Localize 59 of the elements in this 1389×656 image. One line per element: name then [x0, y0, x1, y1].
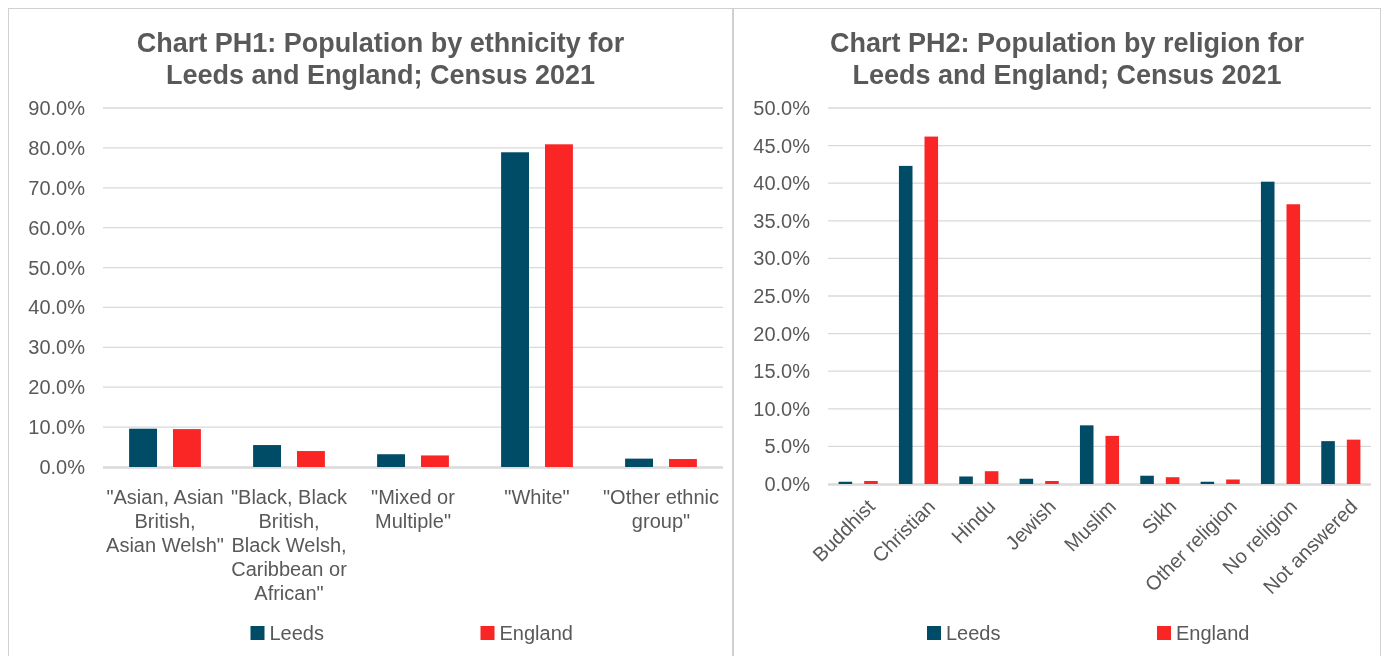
bar: [1140, 475, 1154, 484]
bar: [501, 152, 529, 467]
legend-label: Leeds: [946, 622, 1001, 644]
bar: [898, 165, 913, 484]
bar: [1226, 479, 1240, 484]
bar: [625, 458, 653, 467]
y-tick-label: 0.0%: [764, 473, 811, 495]
y-tick-label: 90.0%: [28, 97, 86, 119]
bar: [984, 471, 999, 484]
y-tick-label: 70.0%: [28, 176, 86, 199]
bar: [1019, 478, 1034, 484]
y-tick-label: 40.0%: [753, 172, 811, 195]
bar: [924, 136, 939, 484]
bar: [864, 480, 878, 484]
y-tick-label: 30.0%: [753, 247, 811, 270]
bar: [1165, 477, 1180, 484]
bar: [959, 476, 973, 484]
y-tick-label: 20.0%: [28, 376, 86, 399]
bar: [173, 429, 201, 467]
y-tick-label: 50.0%: [28, 256, 86, 279]
bar: [1260, 181, 1275, 484]
y-tick-label: 15.0%: [753, 360, 811, 383]
bar: [1045, 480, 1059, 484]
legend-label: England: [499, 622, 573, 644]
bar: [1346, 439, 1361, 484]
bar: [1105, 435, 1120, 484]
bar: [1286, 204, 1301, 484]
y-tick-label: 80.0%: [28, 136, 86, 159]
y-tick-label: 50.0%: [753, 97, 811, 119]
bar: [297, 451, 325, 467]
chart-title: Chart PH1: Population by ethnicity for Leeds and England; Census 2021: [136, 28, 625, 90]
legend-label: England: [1176, 622, 1250, 644]
bar: [421, 455, 449, 467]
bar: [253, 445, 281, 467]
y-tick-label: 60.0%: [28, 216, 86, 239]
y-tick-label: 20.0%: [753, 322, 811, 345]
y-tick-label: 30.0%: [28, 336, 86, 359]
bar: [669, 459, 697, 467]
x-tick-label: "White": [504, 486, 570, 508]
x-tick-label: "Other ethnic group": [602, 486, 720, 532]
bar: [545, 144, 573, 467]
bar: [1321, 441, 1335, 484]
y-tick-label: 10.0%: [753, 397, 811, 420]
y-tick-label: 10.0%: [28, 416, 86, 439]
legend-label: Leeds: [269, 622, 324, 644]
bar: [129, 428, 157, 467]
x-tick-label: Sikh: [1137, 495, 1181, 539]
x-tick-label: "Black, Black British, Black Welsh, Caribbean or African": [230, 486, 349, 604]
x-tick-label: "Asian, Asian British, Asian Welsh": [106, 486, 224, 556]
y-tick-label: 35.0%: [753, 209, 811, 232]
y-tick-label: 45.0%: [753, 134, 811, 157]
y-tick-label: 0.0%: [39, 456, 86, 478]
y-tick-label: 40.0%: [28, 296, 86, 319]
x-tick-label: "Mixed or Multiple": [371, 486, 456, 532]
y-tick-label: 25.0%: [753, 285, 811, 307]
y-tick-label: 5.0%: [764, 435, 811, 458]
bar: [377, 454, 405, 467]
chart-title: Chart PH2: Population by religion for Leeds and England; Census 2021: [829, 28, 1305, 90]
bar: [1079, 425, 1094, 484]
